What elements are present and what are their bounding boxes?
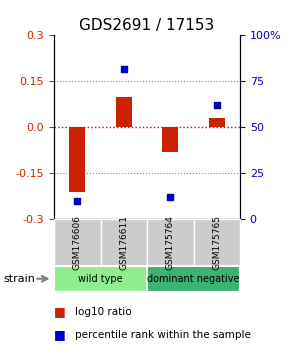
Text: GSM176611: GSM176611 [119, 215, 128, 270]
Text: GSM175765: GSM175765 [212, 215, 221, 270]
Text: percentile rank within the sample: percentile rank within the sample [75, 330, 251, 339]
Point [168, 195, 173, 200]
Text: dominant negative: dominant negative [147, 274, 240, 284]
Bar [162, 127, 178, 152]
Point [75, 198, 80, 204]
Text: log10 ratio: log10 ratio [75, 307, 132, 316]
Point [214, 103, 219, 108]
Bar [69, 127, 85, 192]
Text: GSM175764: GSM175764 [166, 215, 175, 270]
Text: GSM176606: GSM176606 [73, 215, 82, 270]
Text: ■: ■ [54, 305, 66, 318]
Title: GDS2691 / 17153: GDS2691 / 17153 [80, 18, 214, 33]
Bar [116, 97, 132, 127]
Point [121, 66, 126, 72]
Bar [208, 118, 225, 127]
Text: strain: strain [3, 274, 35, 284]
Text: ■: ■ [54, 328, 66, 341]
Text: wild type: wild type [78, 274, 123, 284]
